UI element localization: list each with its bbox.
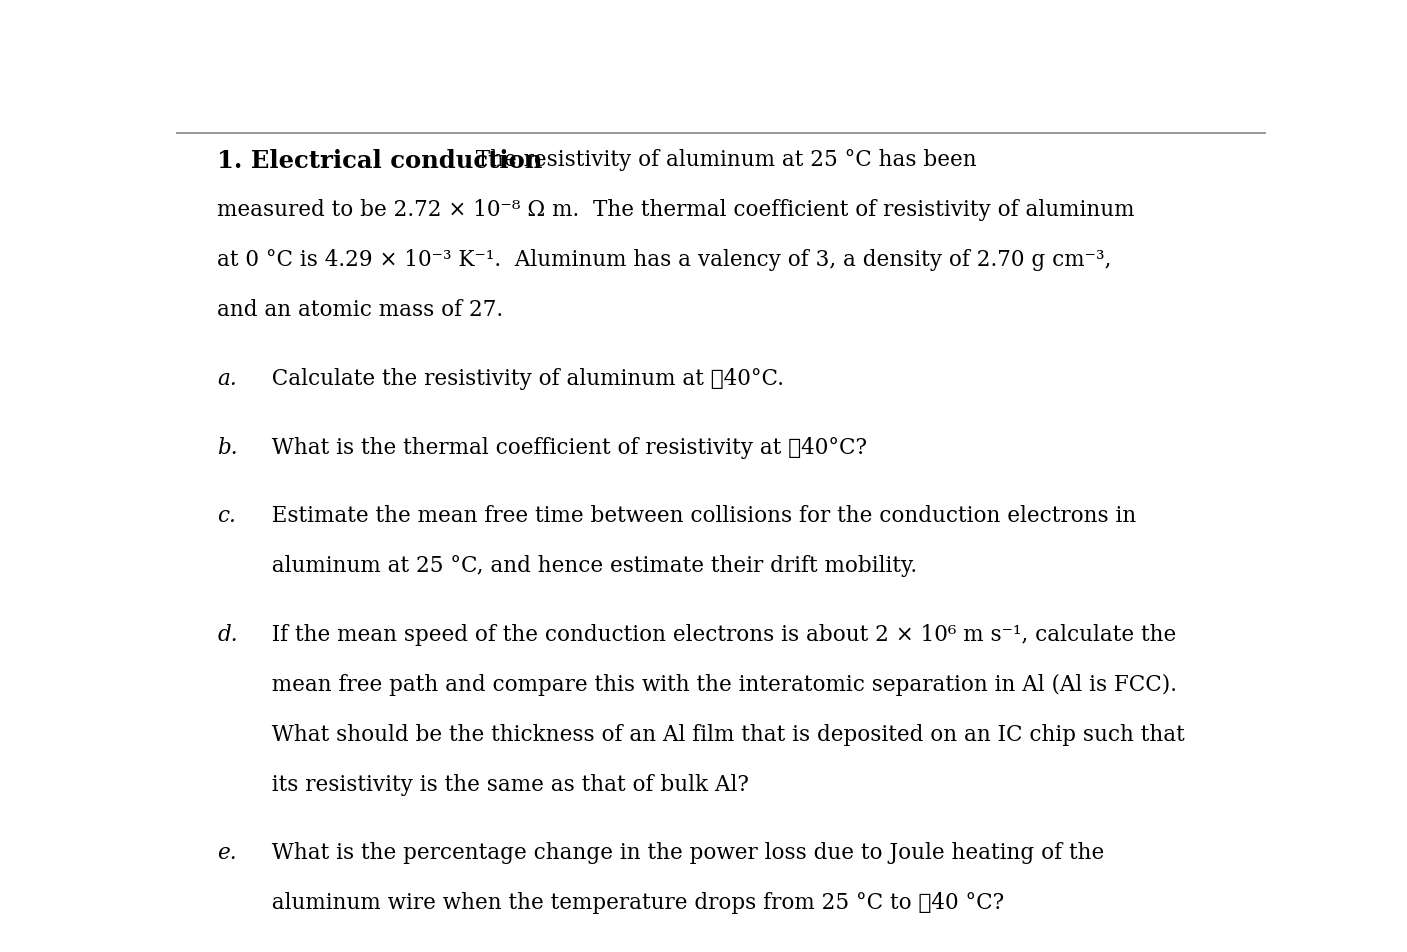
- Text: What is the thermal coefficient of resistivity at ⁀40°C?: What is the thermal coefficient of resis…: [257, 437, 867, 459]
- Text: at 0 °C is 4.29 × 10⁻³ K⁻¹.  Aluminum has a valency of 3, a density of 2.70 g cm: at 0 °C is 4.29 × 10⁻³ K⁻¹. Aluminum has…: [217, 249, 1112, 271]
- Text: d.: d.: [217, 624, 238, 646]
- Text: its resistivity is the same as that of bulk Al?: its resistivity is the same as that of b…: [257, 774, 749, 796]
- Text: mean free path and compare this with the interatomic separation in Al (Al is FCC: mean free path and compare this with the…: [257, 674, 1176, 696]
- Text: If the mean speed of the conduction electrons is about 2 × 10⁶ m s⁻¹, calculate : If the mean speed of the conduction elec…: [257, 624, 1176, 646]
- Text: The resistivity of aluminum at 25 °C has been: The resistivity of aluminum at 25 °C has…: [461, 149, 976, 171]
- Text: e.: e.: [217, 843, 236, 864]
- Text: and an atomic mass of 27.: and an atomic mass of 27.: [217, 299, 504, 321]
- Text: 1. Electrical conduction: 1. Electrical conduction: [217, 149, 543, 173]
- Text: b.: b.: [217, 437, 238, 459]
- Text: aluminum at 25 °C, and hence estimate their drift mobility.: aluminum at 25 °C, and hence estimate th…: [257, 555, 917, 577]
- Text: a.: a.: [217, 367, 236, 389]
- Text: What should be the thickness of an Al film that is deposited on an IC chip such : What should be the thickness of an Al fi…: [257, 724, 1185, 745]
- Text: c.: c.: [217, 506, 236, 527]
- Text: aluminum wire when the temperature drops from 25 °C to ⁀40 °C?: aluminum wire when the temperature drops…: [257, 892, 1003, 914]
- Text: measured to be 2.72 × 10⁻⁸ Ω m.  The thermal coefficient of resistivity of alumi: measured to be 2.72 × 10⁻⁸ Ω m. The ther…: [217, 199, 1135, 221]
- Text: Calculate the resistivity of aluminum at ⁀40°C.: Calculate the resistivity of aluminum at…: [257, 367, 784, 389]
- Text: What is the percentage change in the power loss due to Joule heating of the: What is the percentage change in the pow…: [257, 843, 1104, 864]
- Text: Estimate the mean free time between collisions for the conduction electrons in: Estimate the mean free time between coll…: [257, 506, 1135, 527]
